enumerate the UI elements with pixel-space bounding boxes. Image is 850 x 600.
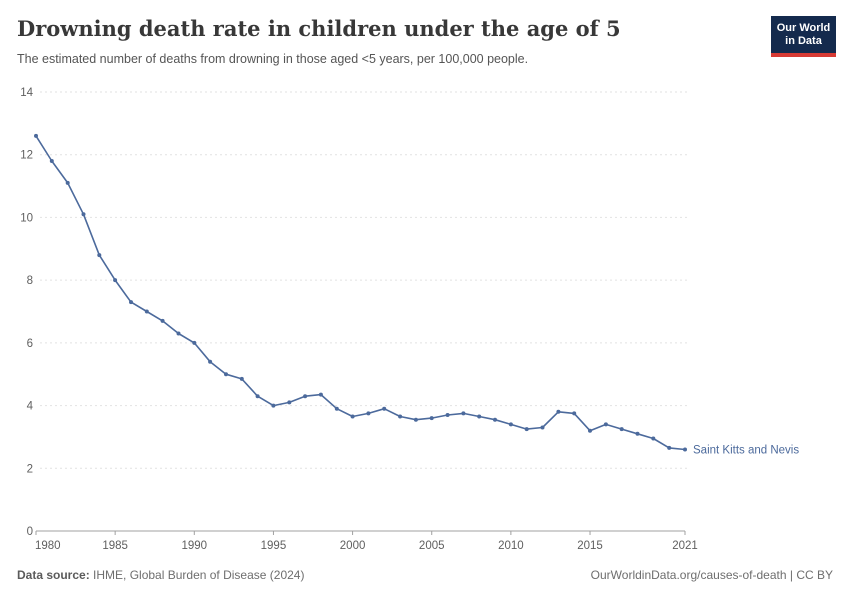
owid-logo-line2: in Data (785, 35, 822, 47)
data-point (334, 406, 339, 411)
data-point (144, 309, 149, 314)
data-point (97, 253, 102, 258)
x-tick-label: 1980 (35, 540, 61, 552)
data-point (287, 400, 292, 405)
data-source-label: Data source: (17, 568, 90, 582)
data-point (34, 133, 38, 138)
data-point (129, 300, 133, 305)
owid-logo[interactable]: Our World in Data (771, 16, 836, 57)
x-tick-label: 2021 (672, 540, 698, 552)
data-point (524, 427, 529, 432)
data-point (588, 428, 592, 433)
x-tick-label: 2000 (340, 540, 366, 552)
data-point (192, 340, 197, 345)
data-point (176, 331, 181, 336)
page-title: Drowning death rate in children under th… (17, 16, 621, 41)
chart-footer: Data source: IHME, Global Burden of Dise… (17, 568, 833, 582)
data-point (651, 436, 656, 441)
y-tick-label: 6 (27, 338, 33, 350)
data-point (49, 159, 54, 163)
owid-logo-red-bar (771, 53, 836, 57)
data-line (35, 135, 686, 451)
x-tick-label: 1985 (102, 540, 128, 552)
y-tick-label: 8 (27, 275, 33, 287)
data-point (683, 447, 687, 452)
y-tick-label: 12 (20, 150, 33, 162)
data-point (303, 394, 308, 399)
data-point (113, 278, 118, 283)
data-source-note: Data source: IHME, Global Burden of Dise… (17, 568, 304, 582)
data-point (413, 417, 418, 422)
data-point (255, 394, 260, 399)
owid-logo-line1: Our World (776, 22, 831, 34)
x-axis: 1980 1985 1990 1995 2000 2005 2010 2015 2021 (35, 531, 698, 552)
chart-subtitle: The estimated number of deaths from drow… (17, 52, 529, 66)
data-point (318, 392, 323, 397)
y-gridlines: 0 2 4 6 8 10 12 14 (20, 87, 688, 538)
data-point (619, 427, 624, 432)
data-point (540, 425, 545, 430)
y-tick-label: 0 (27, 526, 33, 538)
data-point (477, 414, 482, 419)
data-point (81, 212, 86, 217)
y-tick-label: 10 (20, 212, 33, 224)
data-point (366, 411, 371, 416)
data-point (350, 414, 355, 419)
data-point (65, 180, 70, 185)
series-label: Saint Kitts and Nevis (693, 444, 799, 456)
data-point (271, 403, 276, 408)
data-point (429, 416, 434, 421)
owid-logo-text: Our World in Data (771, 16, 836, 53)
x-tick-label: 1995 (261, 540, 287, 552)
data-point (667, 445, 672, 450)
data-point (508, 422, 513, 427)
data-point (603, 422, 608, 427)
data-point (382, 406, 387, 411)
data-point (160, 318, 165, 323)
data-point (398, 414, 403, 419)
data-point (493, 417, 497, 422)
data-source-value: IHME, Global Burden of Disease (2024) (89, 568, 305, 582)
data-point (224, 372, 228, 377)
data-point (239, 376, 244, 381)
data-point (461, 411, 466, 416)
data-point (635, 431, 640, 436)
data-point (208, 359, 213, 364)
data-point (572, 411, 577, 416)
x-tick-label: 2010 (498, 540, 524, 552)
data-line-group: Saint Kitts and Nevis (34, 133, 799, 456)
data-point (556, 409, 561, 414)
x-tick-label: 1990 (181, 540, 207, 552)
x-tick-label: 2015 (577, 540, 603, 552)
x-tick-label: 2005 (419, 540, 445, 552)
y-tick-label: 2 (27, 463, 33, 475)
y-tick-label: 14 (20, 87, 33, 99)
y-tick-label: 4 (27, 401, 34, 413)
license-note: OurWorldinData.org/causes-of-death | CC … (590, 568, 833, 582)
data-point (445, 413, 450, 417)
